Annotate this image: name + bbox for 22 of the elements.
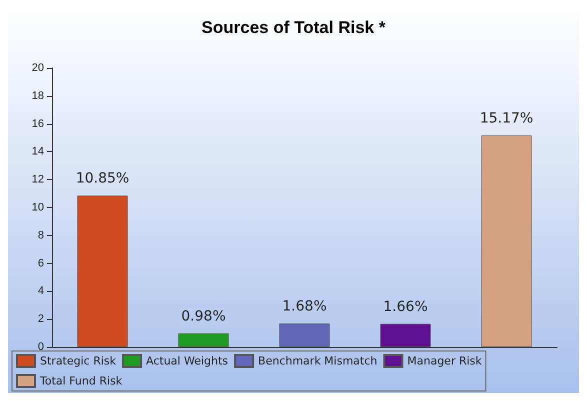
y-tick-label: 4 — [38, 285, 44, 298]
legend-label: Manager Risk — [407, 354, 482, 368]
y-tick-label: 10 — [32, 202, 44, 214]
y-tick-label: 12 — [32, 174, 44, 186]
legend-label: Total Fund Risk — [39, 374, 123, 388]
y-tick-label: 2 — [38, 313, 44, 326]
y-tick-label: 14 — [32, 146, 44, 158]
data-label: 1.66% — [383, 298, 428, 315]
legend-label: Benchmark Mismatch — [258, 354, 378, 368]
data-label: 0.98% — [181, 308, 226, 324]
legend-label: Actual Weights — [146, 354, 228, 368]
y-tick-label: 0 — [38, 341, 44, 353]
y-tick-label: 6 — [38, 257, 44, 270]
y-tick-label: 20 — [32, 62, 44, 74]
data-label: 10.85% — [76, 170, 130, 187]
data-label: 15.17% — [480, 110, 534, 126]
y-tick-label: 18 — [32, 90, 44, 102]
y-tick-label: 16 — [32, 118, 44, 130]
data-label: 1.68% — [282, 298, 327, 315]
chart-title: Sources of Total Risk * — [202, 18, 386, 37]
legend-label: Strategic Risk — [40, 354, 117, 368]
y-tick-label: 8 — [38, 229, 44, 242]
